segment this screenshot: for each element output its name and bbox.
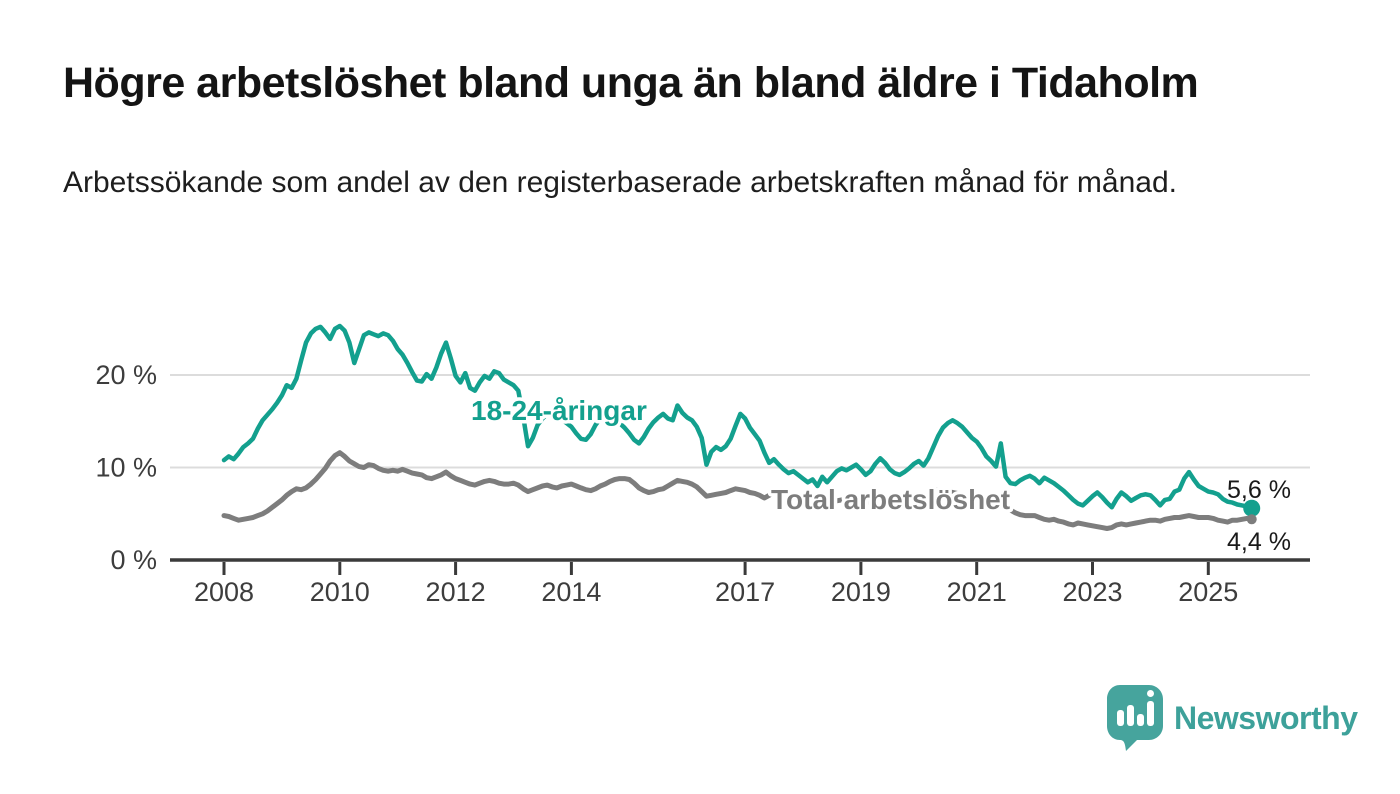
y-tick-label: 10 % <box>95 453 157 483</box>
end-dot-youth <box>1243 499 1261 517</box>
x-tick-label: 2010 <box>310 577 370 607</box>
brand-name: Newsworthy <box>1174 699 1358 736</box>
bar-1 <box>1117 710 1124 726</box>
speech-bubble-shape <box>1107 685 1163 751</box>
page-subtitle: Arbetssökande som andel av den registerb… <box>63 166 1177 199</box>
series-line-youth <box>221 323 1254 511</box>
end-value-label-total: 4,4 % <box>1227 528 1291 556</box>
newsworthy-logo-icon <box>1107 685 1163 751</box>
x-tick-label: 2019 <box>831 577 891 607</box>
x-tick-label: 2017 <box>715 577 775 607</box>
page-title: Högre arbetslöshet bland unga än bland ä… <box>63 59 1199 107</box>
end-dot-total <box>1246 514 1257 525</box>
y-tick-label: 20 % <box>95 360 157 390</box>
newsworthy-logo: Newsworthy <box>1106 684 1358 752</box>
series-label-total: Total arbetslöshet <box>771 484 1010 515</box>
y-tick-label: 0 % <box>110 545 157 575</box>
x-tick-label: 2008 <box>194 577 254 607</box>
bar-2 <box>1127 705 1134 726</box>
bar-3 <box>1137 714 1144 726</box>
unemployment-line-chart: 0 % 10 % 20 % 2008 2010 2012 2014 2017 2019 2021 2… <box>95 323 1310 607</box>
x-tick-label: 2023 <box>1062 577 1122 607</box>
x-tick-label: 2012 <box>426 577 486 607</box>
series-line-total <box>221 450 1255 531</box>
series-label-youth: 18-24-åringar <box>471 395 647 426</box>
x-tick-label: 2014 <box>541 577 601 607</box>
end-value-label-youth: 5,6 % <box>1227 476 1291 504</box>
exclamation-bar <box>1147 701 1154 726</box>
x-tick-label: 2021 <box>947 577 1007 607</box>
exclamation-dot <box>1147 690 1154 697</box>
x-tick-label: 2025 <box>1178 577 1238 607</box>
